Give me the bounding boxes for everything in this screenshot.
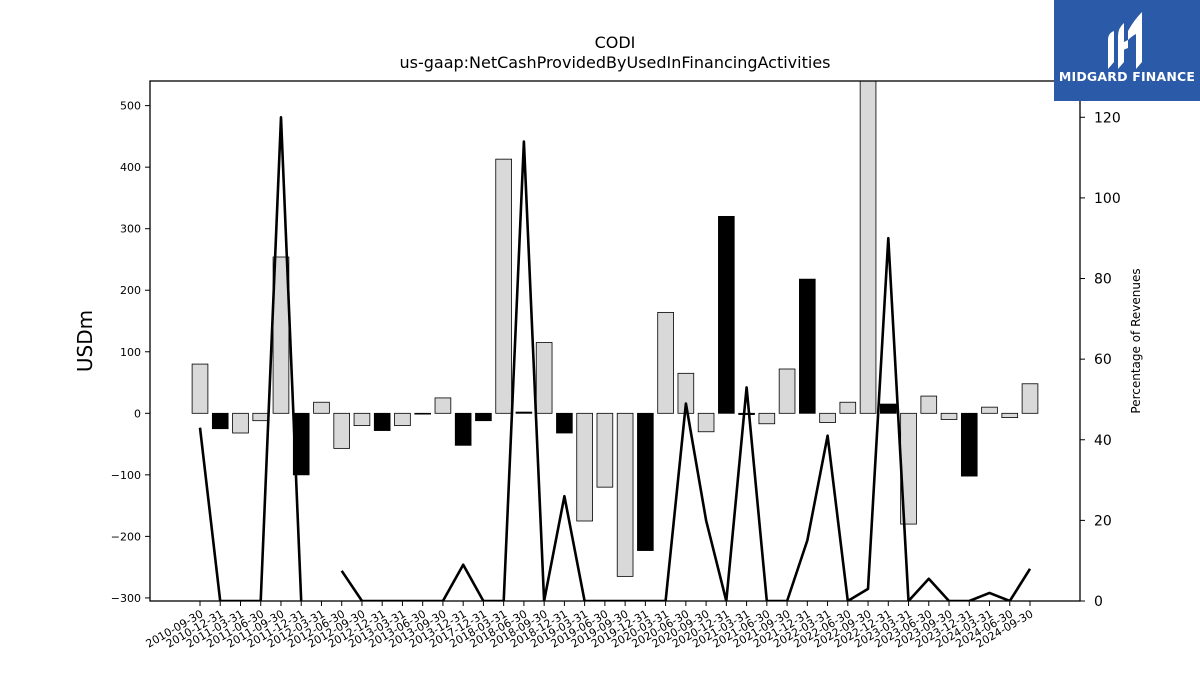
bar <box>576 412 593 522</box>
y-tick-label: −300 <box>111 592 141 605</box>
bar <box>495 158 512 414</box>
y2-tick-label: 100 <box>1094 191 1121 207</box>
bar <box>839 401 857 414</box>
bar <box>292 412 310 476</box>
y2-tick-label: 0 <box>1094 594 1103 610</box>
y2-axis: 0 20 40 60 80 100 120 <box>1080 110 1121 610</box>
line-layer <box>198 116 1032 601</box>
bar <box>981 406 998 414</box>
bar <box>1021 383 1039 414</box>
bar <box>778 368 796 414</box>
plot-frame <box>149 80 1081 602</box>
bar <box>738 412 755 415</box>
bar <box>535 342 553 414</box>
y2-tick-label: 20 <box>1094 513 1112 529</box>
bar <box>434 397 452 414</box>
y-tick-label: 400 <box>120 161 141 174</box>
y2-axis-label: Percentage of Revenues <box>1129 268 1143 413</box>
y-axis: −300 −200 −100 0 100 200 300 400 500 <box>111 100 150 605</box>
x-axis: 2010-09-302010-12-312011-03-312011-06-30… <box>144 601 1036 651</box>
y-tick-label: −100 <box>111 469 141 482</box>
bar <box>475 412 492 422</box>
chart-subtitle: us-gaap:NetCashProvidedByUsedInFinancing… <box>399 53 830 72</box>
bar <box>879 403 897 414</box>
bar <box>718 215 735 414</box>
bar <box>394 412 411 427</box>
y-tick-label: 0 <box>134 407 141 420</box>
bar <box>211 412 229 430</box>
y-tick-label: 500 <box>120 100 141 113</box>
logo-mark-icon <box>1108 12 1142 69</box>
bar <box>252 412 270 422</box>
y-tick-label: 100 <box>120 346 141 359</box>
bar <box>596 412 614 488</box>
bar <box>920 395 938 414</box>
bar <box>697 412 715 433</box>
series-line <box>198 116 1032 601</box>
bar <box>556 412 573 434</box>
bar <box>353 412 371 427</box>
bar <box>313 401 330 414</box>
bar <box>960 412 978 477</box>
bar <box>515 411 533 414</box>
bar <box>616 412 634 577</box>
chart-title: CODI <box>595 33 636 52</box>
bar-layer <box>191 80 1039 577</box>
bar <box>1001 412 1019 419</box>
bar <box>657 311 674 414</box>
bar <box>333 412 351 449</box>
y2-tick-label: 60 <box>1094 352 1112 368</box>
y2-tick-label: 80 <box>1094 272 1112 288</box>
bar <box>373 412 391 431</box>
y-axis-label: USDm <box>73 310 97 372</box>
bar <box>637 412 654 551</box>
bar <box>454 412 472 446</box>
bar <box>799 278 816 414</box>
bar <box>758 412 776 425</box>
bar <box>819 412 836 423</box>
bar <box>859 80 877 414</box>
bar <box>414 412 431 415</box>
y2-tick-label: 40 <box>1094 433 1112 449</box>
bar <box>232 412 249 434</box>
y-tick-label: 300 <box>120 223 141 236</box>
bar <box>940 412 958 420</box>
midgard-finance-logo: MIDGARD FINANCE <box>1054 0 1200 101</box>
y-tick-label: 200 <box>120 284 141 297</box>
y2-tick-label: 120 <box>1094 110 1121 126</box>
y-tick-label: −200 <box>111 530 141 543</box>
logo-text: MIDGARD FINANCE <box>1058 69 1196 84</box>
bar <box>191 363 209 414</box>
